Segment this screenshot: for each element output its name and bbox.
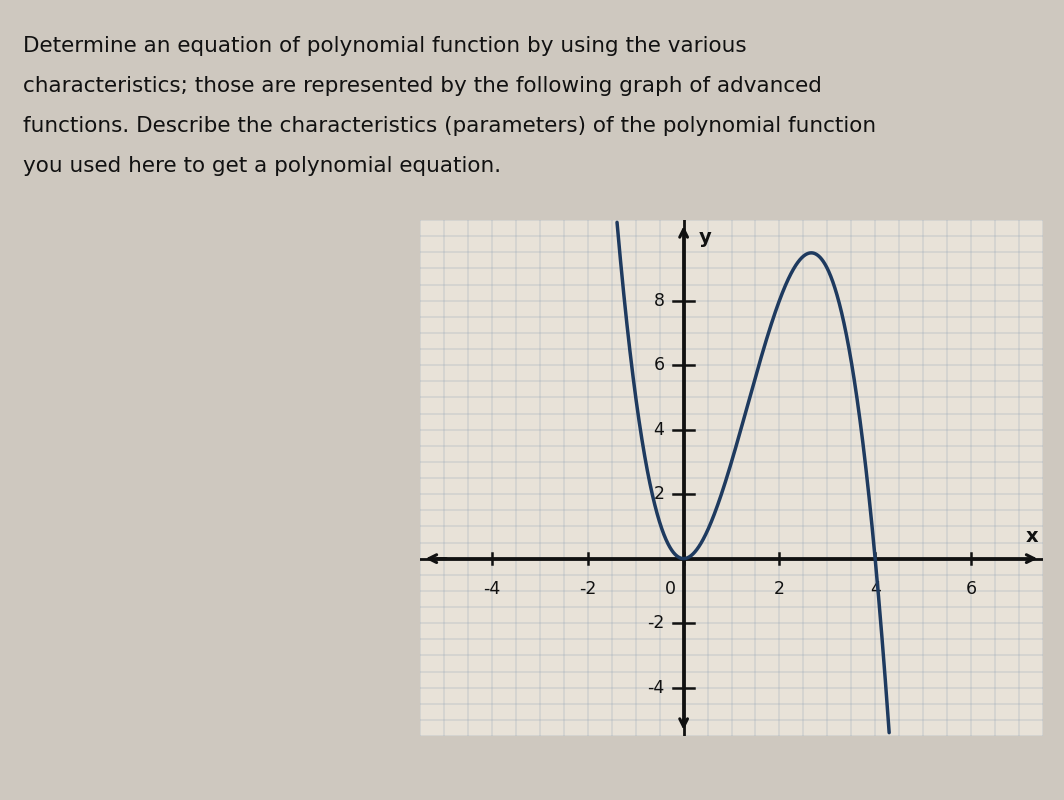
Text: you used here to get a polynomial equation.: you used here to get a polynomial equati…: [23, 156, 501, 176]
Text: 4: 4: [869, 579, 881, 598]
Text: 6: 6: [965, 579, 977, 598]
Text: characteristics; those are represented by the following graph of advanced: characteristics; those are represented b…: [23, 76, 822, 96]
Text: 8: 8: [653, 292, 664, 310]
Text: -2: -2: [647, 614, 664, 632]
Text: 0: 0: [665, 579, 676, 598]
Text: -4: -4: [483, 579, 501, 598]
Text: y: y: [699, 228, 712, 247]
Text: x: x: [1026, 526, 1038, 546]
Text: 4: 4: [653, 421, 664, 438]
Text: Determine an equation of polynomial function by using the various: Determine an equation of polynomial func…: [23, 36, 747, 56]
Text: 6: 6: [653, 356, 664, 374]
Text: functions. Describe the characteristics (parameters) of the polynomial function: functions. Describe the characteristics …: [23, 116, 877, 136]
Text: -4: -4: [647, 678, 664, 697]
Text: -2: -2: [579, 579, 597, 598]
Text: 2: 2: [653, 485, 664, 503]
Text: 2: 2: [774, 579, 785, 598]
